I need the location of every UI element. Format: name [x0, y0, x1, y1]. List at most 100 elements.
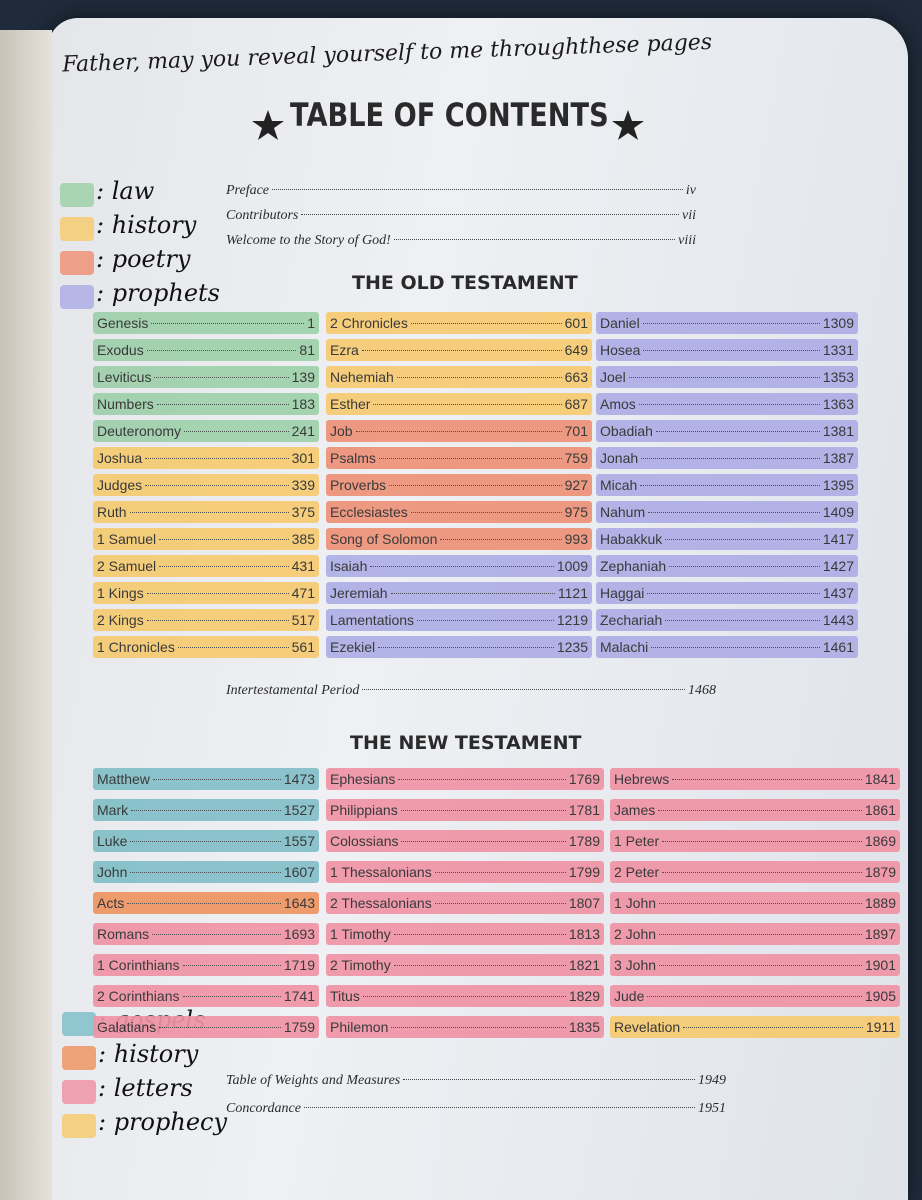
- dot-leader: [159, 1027, 281, 1028]
- dot-leader: [362, 689, 685, 690]
- toc-entry: Revelation 1911: [610, 1016, 900, 1038]
- entry-page: 1437: [822, 585, 854, 601]
- legend-label: : letters: [98, 1074, 193, 1102]
- title: TABLE OF CONTENTS: [290, 96, 609, 134]
- toc-entry: John 1607: [93, 861, 319, 883]
- legend-label: : prophecy: [98, 1108, 228, 1136]
- entry-page: 1387: [822, 450, 854, 466]
- entry-name: 1 Samuel: [97, 531, 157, 547]
- dot-leader: [370, 566, 554, 567]
- toc-entry: Philippians 1781: [326, 799, 604, 821]
- dot-leader: [146, 620, 289, 621]
- entry-name: 2 Thessalonians: [330, 895, 432, 911]
- toc-entry: 1 Chronicles 561: [93, 636, 319, 658]
- toc-entry: Romans 1693: [93, 923, 319, 945]
- entry-page: 1869: [864, 833, 896, 849]
- dot-leader: [665, 620, 820, 621]
- legend-label: : law: [96, 177, 155, 205]
- dot-leader: [628, 377, 820, 378]
- dot-leader: [662, 841, 862, 842]
- entry-page: 1951: [698, 1101, 726, 1116]
- dot-leader: [159, 566, 289, 567]
- entry-name: Genesis: [97, 315, 149, 331]
- entry-name: 2 Peter: [614, 864, 660, 880]
- dot-leader: [434, 903, 566, 904]
- dot-leader: [272, 189, 683, 190]
- dot-leader: [378, 458, 562, 459]
- entry-name: Psalms: [330, 450, 376, 466]
- entry-name: Proverbs: [330, 477, 387, 493]
- toc-entry: Numbers 183: [93, 393, 319, 415]
- entry-page: 1443: [822, 612, 854, 628]
- entry-page: 471: [291, 585, 315, 601]
- toc-entry: Nahum 1409: [596, 501, 858, 523]
- toc-entry: Lamentations 1219: [326, 609, 592, 631]
- dot-leader: [373, 404, 562, 405]
- entry-page: 1473: [283, 771, 315, 787]
- entry-page: 1897: [864, 926, 896, 942]
- toc-entry: Leviticus 139: [93, 366, 319, 388]
- entry-page: 1121: [557, 585, 588, 601]
- toc-entry: Mark 1527: [93, 799, 319, 821]
- toc-entry: 1 Peter 1869: [610, 830, 900, 852]
- dot-leader: [145, 485, 289, 486]
- entry-name: Contributors: [226, 208, 299, 223]
- entry-name: 2 Timothy: [330, 957, 391, 973]
- book-spine: [0, 30, 52, 1200]
- entry-page: 1235: [556, 639, 588, 655]
- entry-name: 1 Kings: [97, 585, 144, 601]
- entry-name: Mark: [97, 802, 129, 818]
- entry-page: 1949: [698, 1073, 726, 1088]
- entry-name: Ecclesiastes: [330, 504, 408, 520]
- entry-name: 1 Peter: [614, 833, 660, 849]
- entry-page: 1911: [865, 1019, 896, 1035]
- legend-swatch: [62, 1046, 96, 1070]
- entry-name: Hosea: [600, 342, 641, 358]
- dot-leader: [152, 779, 281, 780]
- entry-page: 1789: [568, 833, 600, 849]
- toc-entry: 2 Corinthians 1741: [93, 985, 319, 1007]
- entry-page: 241: [291, 423, 315, 439]
- entry-page: 1759: [283, 1019, 315, 1035]
- dot-leader: [152, 934, 281, 935]
- toc-entry: Nehemiah 663: [326, 366, 592, 388]
- entry-page: 687: [564, 396, 588, 412]
- toc-entry: Psalms 759: [326, 447, 592, 469]
- toc-entry: 2 John 1897: [610, 923, 900, 945]
- entry-page: 1527: [283, 802, 315, 818]
- entry-name: Concordance: [226, 1101, 301, 1116]
- entry-page: 1781: [568, 802, 600, 818]
- dot-leader: [127, 903, 281, 904]
- dot-leader: [647, 593, 820, 594]
- entry-name: 1 Chronicles: [97, 639, 175, 655]
- dot-leader: [184, 431, 289, 432]
- dot-leader: [151, 323, 305, 324]
- entry-page: 1693: [283, 926, 315, 942]
- entry-name: Joshua: [97, 450, 143, 466]
- entry-name: Matthew: [97, 771, 150, 787]
- legend-swatch: [60, 217, 94, 241]
- toc-entry: Judges 339: [93, 474, 319, 496]
- entry-name: Philemon: [330, 1019, 389, 1035]
- dot-leader: [655, 431, 820, 432]
- entry-name: Preface: [226, 183, 270, 198]
- entry-page: 1821: [568, 957, 600, 973]
- toc-entry: 2 Thessalonians 1807: [326, 892, 604, 914]
- dot-leader: [301, 214, 679, 215]
- entry-name: Ephesians: [330, 771, 396, 787]
- toc-entry: Table of Weights and Measures 1949: [222, 1070, 730, 1092]
- entry-name: Galatians: [97, 1019, 157, 1035]
- entry-page: 1879: [864, 864, 896, 880]
- dot-leader: [129, 512, 289, 513]
- entry-page: 1841: [864, 771, 896, 787]
- entry-name: Ruth: [97, 504, 127, 520]
- entry-page: 1219: [556, 612, 588, 628]
- entry-name: John: [97, 864, 128, 880]
- dot-leader: [355, 431, 562, 432]
- entry-name: Lamentations: [330, 612, 415, 628]
- entry-page: iv: [685, 183, 696, 198]
- entry-name: Colossians: [330, 833, 399, 849]
- toc-entry: Job 701: [326, 420, 592, 442]
- dot-leader: [154, 377, 289, 378]
- legend-swatch: [62, 1080, 96, 1104]
